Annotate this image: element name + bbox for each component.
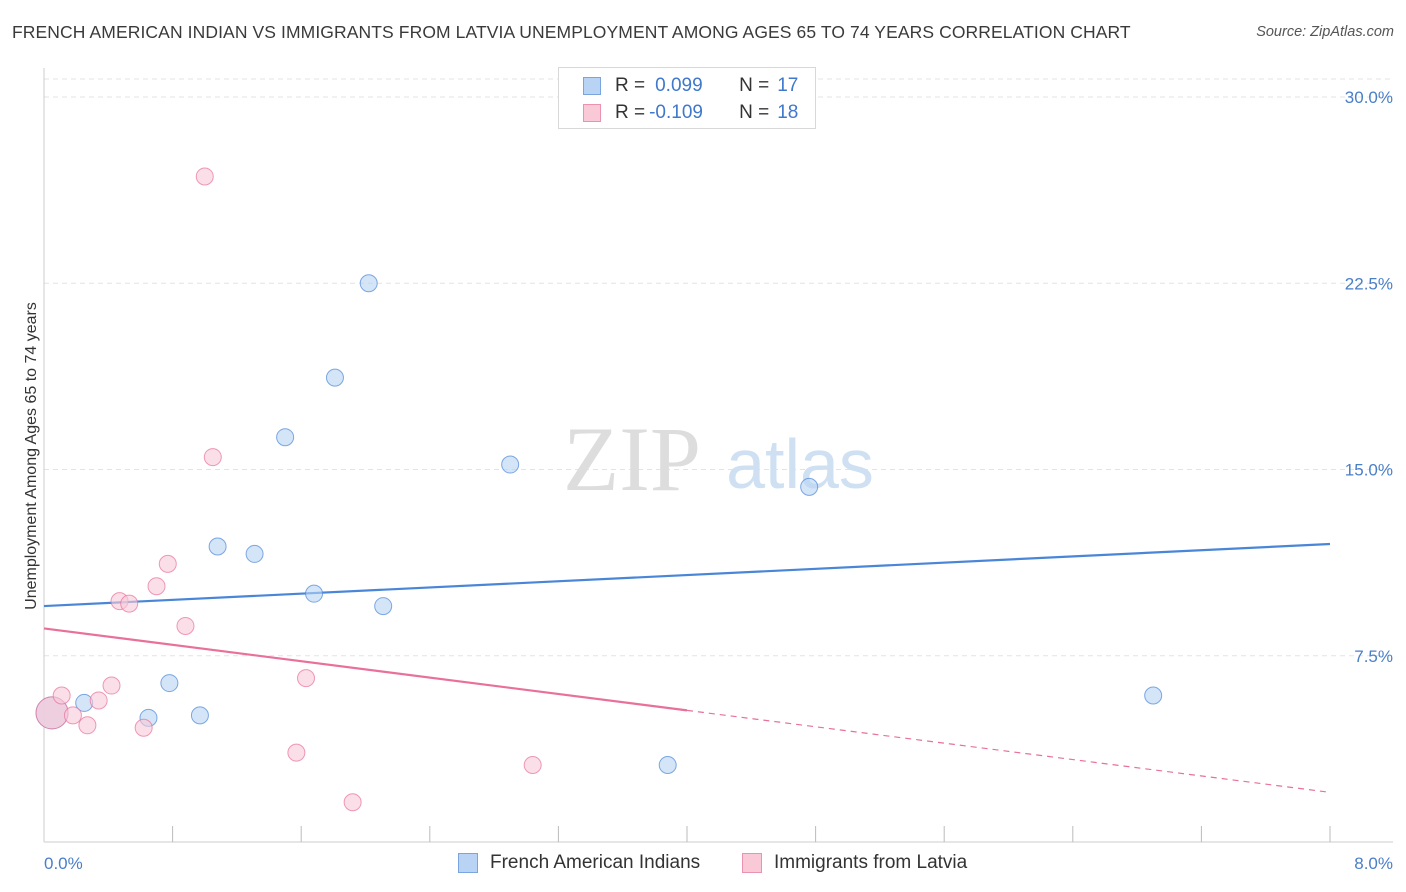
point-series-1-9 [147, 577, 166, 596]
legend-swatch-blue [458, 853, 478, 873]
point-series-1-11 [176, 616, 195, 635]
point-series-1-10 [158, 554, 177, 573]
point-series-0-14 [800, 477, 819, 496]
point-series-1-2 [63, 706, 82, 725]
point-series-1-17 [523, 756, 542, 775]
stats-row-blue: R = 0.099 N = 17 [583, 75, 798, 97]
x-tick-max: 8.0% [1354, 854, 1393, 873]
point-series-1-3 [78, 716, 97, 735]
point-series-0-13 [658, 756, 677, 775]
point-series-1-16 [343, 793, 362, 812]
point-series-1-14 [287, 743, 306, 762]
point-series-0-9 [325, 368, 344, 387]
r-value: -0.109 [649, 102, 703, 123]
trend-lines [43, 542, 1331, 793]
point-series-0-5 [208, 537, 227, 556]
point-series-0-7 [276, 428, 295, 447]
point-series-0-15 [1144, 686, 1163, 705]
point-series-0-11 [374, 597, 393, 616]
point-series-0-10 [359, 274, 378, 293]
point-series-1-15 [297, 669, 316, 688]
trend-line-dashed-series-1 [686, 709, 1331, 793]
stats-legend: R = 0.099 N = 17 R = -0.109 N = 18 [558, 67, 816, 129]
r-label: R = [615, 102, 646, 123]
blue-swatch [583, 77, 601, 95]
r-label: R = [615, 75, 646, 96]
point-series-1-8 [134, 718, 153, 737]
point-series-1-7 [120, 594, 139, 613]
y-tick-label-2: 22.5% [1345, 274, 1393, 293]
point-series-1-4 [89, 691, 108, 710]
point-series-0-4 [190, 706, 209, 725]
legend-item-immigrants-from-latvia: Immigrants from Latvia [742, 852, 967, 874]
axes [43, 68, 1393, 843]
legend-item-french-american-indians: French American Indians [458, 852, 700, 874]
y-tick-labels: 7.5% 15.0% 22.5% 30.0% [1345, 88, 1393, 666]
y-tick-label-0: 7.5% [1354, 647, 1393, 666]
y-tick-label-3: 30.0% [1345, 88, 1393, 107]
n-value: 18 [777, 102, 799, 123]
point-series-0-3 [160, 674, 179, 693]
legend-label: French American Indians [490, 852, 701, 873]
point-series-0-12 [501, 455, 520, 474]
legend-label: Immigrants from Latvia [774, 852, 968, 873]
point-series-0-8 [305, 584, 324, 603]
trend-line-series-1 [43, 627, 688, 712]
point-series-1-13 [203, 448, 222, 467]
point-series-0-6 [245, 544, 264, 563]
x-tick-labels: 0.0% 8.0% [44, 854, 1393, 873]
point-series-1-1 [52, 686, 71, 705]
n-label: N = [739, 102, 770, 123]
n-label: N = [739, 75, 770, 96]
watermark: ZIP atlas [563, 408, 874, 510]
pink-swatch [583, 104, 601, 122]
x-tick-min: 0.0% [44, 854, 83, 873]
r-value: 0.099 [655, 75, 703, 96]
chart-title: FRENCH AMERICAN INDIAN VS IMMIGRANTS FRO… [12, 22, 1131, 42]
gridlines [44, 78, 1393, 657]
watermark-zip: ZIP [563, 408, 701, 510]
y-axis-label: Unemployment Among Ages 65 to 74 years [23, 302, 40, 610]
stats-row-pink: R = -0.109 N = 18 [583, 102, 798, 124]
data-points [35, 167, 1163, 812]
legend-swatch-pink [742, 853, 762, 873]
y-tick-label-1: 15.0% [1345, 461, 1393, 480]
point-series-1-12 [195, 167, 214, 186]
source-label: Source: ZipAtlas.com [1256, 24, 1394, 40]
n-value: 17 [777, 75, 799, 96]
point-series-1-5 [102, 676, 121, 695]
watermark-atlas: atlas [726, 425, 874, 503]
trend-line-series-0 [43, 542, 1331, 608]
